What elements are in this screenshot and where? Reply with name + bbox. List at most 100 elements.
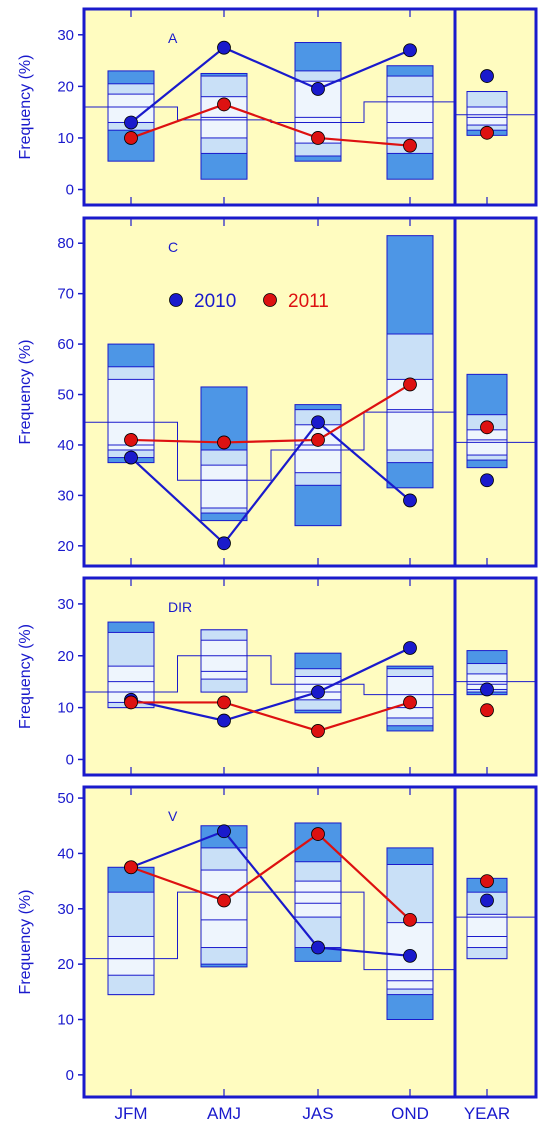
box-ond (386, 847, 434, 1021)
box-p25-p75 (466, 913, 508, 949)
y-tick-label: 20 (57, 78, 74, 95)
series-2011-point (217, 435, 231, 450)
series-2010-point (217, 536, 231, 551)
series-2011-point (311, 827, 325, 841)
box-year (466, 650, 508, 696)
y-tick-label: 20 (57, 538, 74, 555)
y-tick-label: 30 (57, 487, 74, 504)
series-2010-point (124, 450, 138, 465)
panel-label: C (168, 239, 178, 255)
y-tick-label: 50 (57, 387, 74, 404)
box-jas (294, 404, 342, 527)
y-tick-label: 10 (57, 1012, 74, 1029)
series-2010-point (311, 685, 325, 699)
y-tick-label: 40 (57, 437, 74, 454)
x-tick-label-jfm: JFM (114, 1104, 147, 1123)
legend-marker-2010 (169, 293, 183, 307)
panel-v: 0 10 20 30 40 50 V Frequency (%) (17, 785, 538, 1099)
plot-frame (82, 576, 538, 777)
y-tick-label: 30 (57, 27, 74, 44)
y-tick-label: 70 (57, 286, 74, 303)
plot-frame (82, 7, 538, 207)
series-2011-point (403, 138, 417, 153)
y-tick-label: 60 (57, 336, 74, 353)
series-2010-point (217, 40, 231, 55)
box-year (466, 877, 508, 960)
y-tick-label: 30 (57, 901, 74, 918)
series-2011-point (311, 131, 325, 145)
mean-step-line (84, 411, 455, 481)
series-2011-point (403, 912, 417, 927)
series-2011-point (403, 695, 417, 710)
series-2010-year-point (480, 69, 494, 83)
y-axis-label: Frequency (%) (17, 55, 34, 160)
series-2010-year-point (480, 473, 494, 488)
series-2011-point (124, 860, 138, 875)
legend-label-2010: 2010 (194, 291, 236, 312)
y-tick-label: 0 (66, 751, 74, 768)
series-2011-point (311, 724, 325, 738)
series-2010-year-point (480, 893, 494, 908)
series-2011-line (130, 103, 411, 147)
box-p25-p75 (386, 96, 434, 139)
x-axis-labels: JFM AMJ JAS OND YEAR (114, 1104, 510, 1123)
series-2011-line (131, 701, 411, 733)
box-amj (200, 629, 248, 693)
y-tick-label: 50 (57, 790, 74, 807)
box-ond (386, 65, 434, 180)
panel-c: 20 30 40 50 60 70 80 C 2010 2011 Frequency (%) (17, 216, 538, 568)
series-2010-point (403, 641, 417, 655)
box-jfm (107, 866, 155, 996)
panel-label: V (168, 808, 178, 824)
x-tick-label-year: YEAR (464, 1104, 510, 1123)
legend: 2010 2011 (169, 291, 329, 312)
y-tick-label: 10 (57, 700, 74, 717)
y-tick-label: 20 (57, 648, 74, 665)
plot-frame (82, 785, 538, 1099)
panel-dir: 0 10 20 30 DIR Frequency (%) (17, 576, 538, 777)
series-2010-point (403, 493, 417, 508)
plot-frame (82, 216, 538, 568)
series-2011-year-point (480, 874, 494, 889)
series-2010-point (311, 940, 325, 955)
series-2010-line (130, 46, 411, 124)
series-2010-line (130, 420, 411, 545)
y-tick-label: 0 (66, 182, 74, 199)
series-2011-point (217, 893, 231, 908)
series-2011-point (124, 695, 138, 710)
series-2010-point (124, 115, 138, 130)
y-axis-label: Frequency (%) (17, 624, 34, 729)
y-tick-label: 0 (66, 1067, 74, 1084)
series-2011-point (217, 97, 231, 112)
x-tick-label-amj: AMJ (207, 1104, 241, 1123)
box-p25-p75 (200, 869, 248, 949)
series-2011-line (130, 832, 411, 921)
box-amj (200, 386, 248, 522)
series-2010-point (403, 948, 417, 963)
series-2010-line (130, 829, 411, 957)
series-2010-point (311, 82, 325, 96)
box-p25-p75 (200, 464, 248, 509)
series-2010-point (403, 43, 417, 58)
series-2011-year-point (480, 703, 494, 718)
box-p25-p75 (107, 935, 155, 976)
series-2010-point (217, 824, 231, 839)
box-amj (200, 72, 248, 180)
y-tick-label: 40 (57, 845, 74, 862)
legend-label-2011: 2011 (288, 291, 329, 312)
series-2011-year-point (480, 420, 494, 435)
box-p25-p75 (200, 639, 248, 680)
mean-step-line (84, 655, 455, 696)
series-2010-point (217, 713, 231, 728)
panel-a: 0 10 20 30 A Frequency (%) (17, 7, 538, 207)
panel-label: A (168, 30, 178, 46)
y-axis-label: Frequency (%) (17, 890, 34, 995)
series-2011-point (403, 377, 417, 392)
box-ond (386, 235, 434, 489)
box-p25-p75 (294, 424, 342, 474)
box-p25-p75 (294, 880, 342, 918)
y-tick-label: 10 (57, 130, 74, 147)
panel-label: DIR (168, 599, 192, 615)
box-p25-p75 (386, 922, 434, 990)
box-p25-p75 (466, 106, 508, 126)
